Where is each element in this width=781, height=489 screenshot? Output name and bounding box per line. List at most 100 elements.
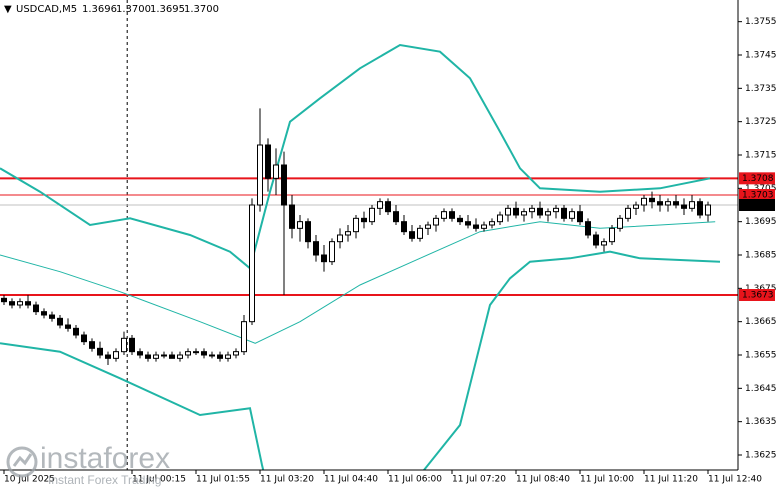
candle-body [105,354,111,359]
candle-body [561,207,567,219]
y-tick-label: 1.3675 [745,284,777,294]
candle-body [345,231,351,236]
candle-body [457,217,463,223]
y-tick-label: 1.3695 [745,217,777,227]
candle-body [377,201,383,209]
y-tick-label: 1.3705 [745,184,777,194]
candle-body [353,217,359,233]
y-tick-label: 1.3745 [745,51,777,61]
logo-tagline: Instant Forex Trading [48,473,161,487]
candle-body [73,327,79,336]
candle-body [169,354,175,359]
candle-body [97,347,103,356]
candle-body [129,337,135,353]
candle-body [185,351,191,356]
y-tick-label: 1.3755 [745,17,777,27]
candle-body [273,164,279,179]
symbol: USDCAD,M5 [16,4,77,15]
candle-body [297,221,303,229]
candle-body [289,204,295,229]
candle-body [401,221,407,233]
y-tick-label: 1.3655 [745,351,777,361]
candle-body [249,204,255,323]
candle-body [473,224,479,229]
candle-body [161,354,167,357]
logo-name: instaforex [40,442,170,475]
candle-body [281,164,287,206]
candle-body [337,234,343,243]
candle-body [633,204,639,209]
candle-body [625,207,631,219]
candle-body [433,217,439,226]
candle-body [233,351,239,356]
candle-body [201,351,207,356]
candle-body [665,201,671,206]
candle-body [89,341,95,349]
y-tick-label: 1.3645 [745,384,777,394]
plot-area [0,0,738,470]
candle-body [17,301,23,306]
candle-body [145,354,151,359]
menu-arrow[interactable]: ▼ [4,4,12,15]
candle-body [329,241,335,263]
y-tick-label: 1.3665 [745,317,777,327]
price-tag: 1.3703 [742,191,774,201]
x-tick-label: 11 Jul 10:00 [580,475,634,485]
x-tick-label: 11 Jul 08:40 [516,475,570,485]
candle-body [121,337,127,353]
candle-body [449,211,455,219]
candle-body [209,354,215,357]
candle-body [697,201,703,216]
x-tick-label: 11 Jul 06:00 [388,475,442,485]
candle-body [33,304,39,313]
x-tick-label: 11 Jul 01:55 [196,475,250,485]
candle-body [369,207,375,223]
candle-body [265,144,271,179]
price-tag-bg [739,289,775,301]
logo-icon [6,446,38,478]
candle-body [657,201,663,206]
ohlc-low: 1.3695 [150,4,185,15]
candle-body [489,221,495,226]
candle-body [585,221,591,236]
candle-body [57,317,63,326]
y-tick-label: 1.3725 [745,117,777,127]
candle-body [681,204,687,209]
candle-body [313,241,319,256]
y-tick-label: 1.3715 [745,151,777,161]
logo: instaforex Instant Forex Trading [6,442,170,487]
candle-body [321,254,327,263]
y-tick-label: 1.3735 [745,84,777,94]
x-tick-label: 11 Jul 03:20 [260,475,314,485]
candle-body [1,297,7,303]
candle-body [193,351,199,354]
candle-body [25,301,31,306]
candle-body [305,221,311,243]
ohlc-open: 1.3696 [82,4,117,15]
candle-body [593,234,599,246]
price-tag: 1.3700 [742,201,774,211]
price-tag: 1.3708 [742,174,774,184]
candle-body [481,224,487,229]
y-tick-label: 1.3625 [745,451,777,461]
candle-body [649,197,655,203]
candle-body [113,351,119,359]
y-tick-label: 1.3685 [745,251,777,261]
candle-body [225,354,231,359]
x-tick-label: 11 Jul 00:15 [132,475,186,485]
candle-body [49,314,55,319]
candle-body [417,227,423,239]
candle-body [673,201,679,206]
candle-body [497,214,503,223]
price-tag-bg [739,189,775,201]
x-tick-label: 11 Jul 07:20 [452,475,506,485]
candle-body [217,354,223,359]
band-middle [0,221,716,344]
x-tick-label: 11 Jul 12:40 [708,475,762,485]
band-lower [0,250,721,470]
candle-body [513,207,519,216]
candle-body [361,217,367,223]
candle-body [569,211,575,219]
candle-body [609,227,615,243]
